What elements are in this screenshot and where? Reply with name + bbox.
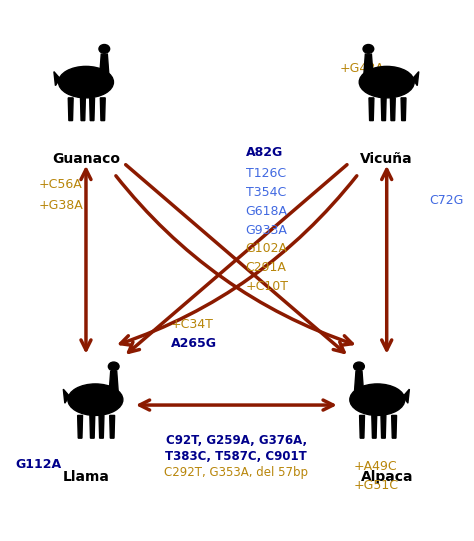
Text: G618A: G618A <box>246 205 288 218</box>
Text: +G51C: +G51C <box>354 479 399 492</box>
Polygon shape <box>109 415 115 438</box>
Text: C292T, G353A, del 57bp: C292T, G353A, del 57bp <box>164 466 309 479</box>
Text: G102A: G102A <box>246 242 288 255</box>
Polygon shape <box>401 98 406 121</box>
Polygon shape <box>90 98 94 121</box>
Text: Guanaco: Guanaco <box>52 152 120 166</box>
Polygon shape <box>364 54 373 75</box>
Text: C291A: C291A <box>246 261 287 274</box>
Text: T383C, T587C, C901T: T383C, T587C, C901T <box>165 450 307 463</box>
Text: C72G: C72G <box>429 194 464 207</box>
Text: C92T, G259A, G376A,: C92T, G259A, G376A, <box>166 433 307 446</box>
Polygon shape <box>372 415 377 438</box>
Polygon shape <box>81 98 85 121</box>
Polygon shape <box>64 389 69 403</box>
Polygon shape <box>355 372 364 393</box>
Ellipse shape <box>99 44 109 53</box>
Polygon shape <box>100 98 105 121</box>
Text: +G48A: +G48A <box>340 62 384 75</box>
Polygon shape <box>68 98 73 121</box>
Text: Llama: Llama <box>63 470 109 484</box>
Ellipse shape <box>359 67 414 98</box>
Text: Vicuña: Vicuña <box>360 152 413 166</box>
Polygon shape <box>109 372 118 393</box>
Polygon shape <box>403 389 410 403</box>
Text: G112A: G112A <box>16 458 62 471</box>
Polygon shape <box>381 98 386 121</box>
Polygon shape <box>369 98 374 121</box>
Text: A265G: A265G <box>171 337 217 349</box>
Ellipse shape <box>363 44 374 53</box>
Text: +C56A: +C56A <box>39 178 83 191</box>
Polygon shape <box>391 98 395 121</box>
Polygon shape <box>78 415 82 438</box>
Ellipse shape <box>350 384 405 415</box>
Polygon shape <box>381 415 386 438</box>
Polygon shape <box>360 415 365 438</box>
Text: +G38A: +G38A <box>39 200 84 213</box>
Ellipse shape <box>109 362 119 371</box>
Text: +C34T: +C34T <box>171 318 213 331</box>
Text: Alpaca: Alpaca <box>360 470 413 484</box>
Ellipse shape <box>354 362 365 371</box>
Text: +C10T: +C10T <box>246 280 289 293</box>
FancyArrowPatch shape <box>120 176 357 345</box>
Text: +A49C: +A49C <box>354 460 397 473</box>
Text: A82G: A82G <box>246 146 283 159</box>
Polygon shape <box>54 71 60 85</box>
Text: T126C: T126C <box>246 167 286 180</box>
Polygon shape <box>392 415 397 438</box>
Text: G933A: G933A <box>246 223 288 236</box>
Polygon shape <box>100 54 109 75</box>
Polygon shape <box>99 415 104 438</box>
Polygon shape <box>90 415 95 438</box>
Ellipse shape <box>68 384 123 415</box>
Ellipse shape <box>58 67 113 98</box>
FancyArrowPatch shape <box>116 176 352 345</box>
Polygon shape <box>413 71 419 85</box>
Text: T354C: T354C <box>246 186 286 199</box>
